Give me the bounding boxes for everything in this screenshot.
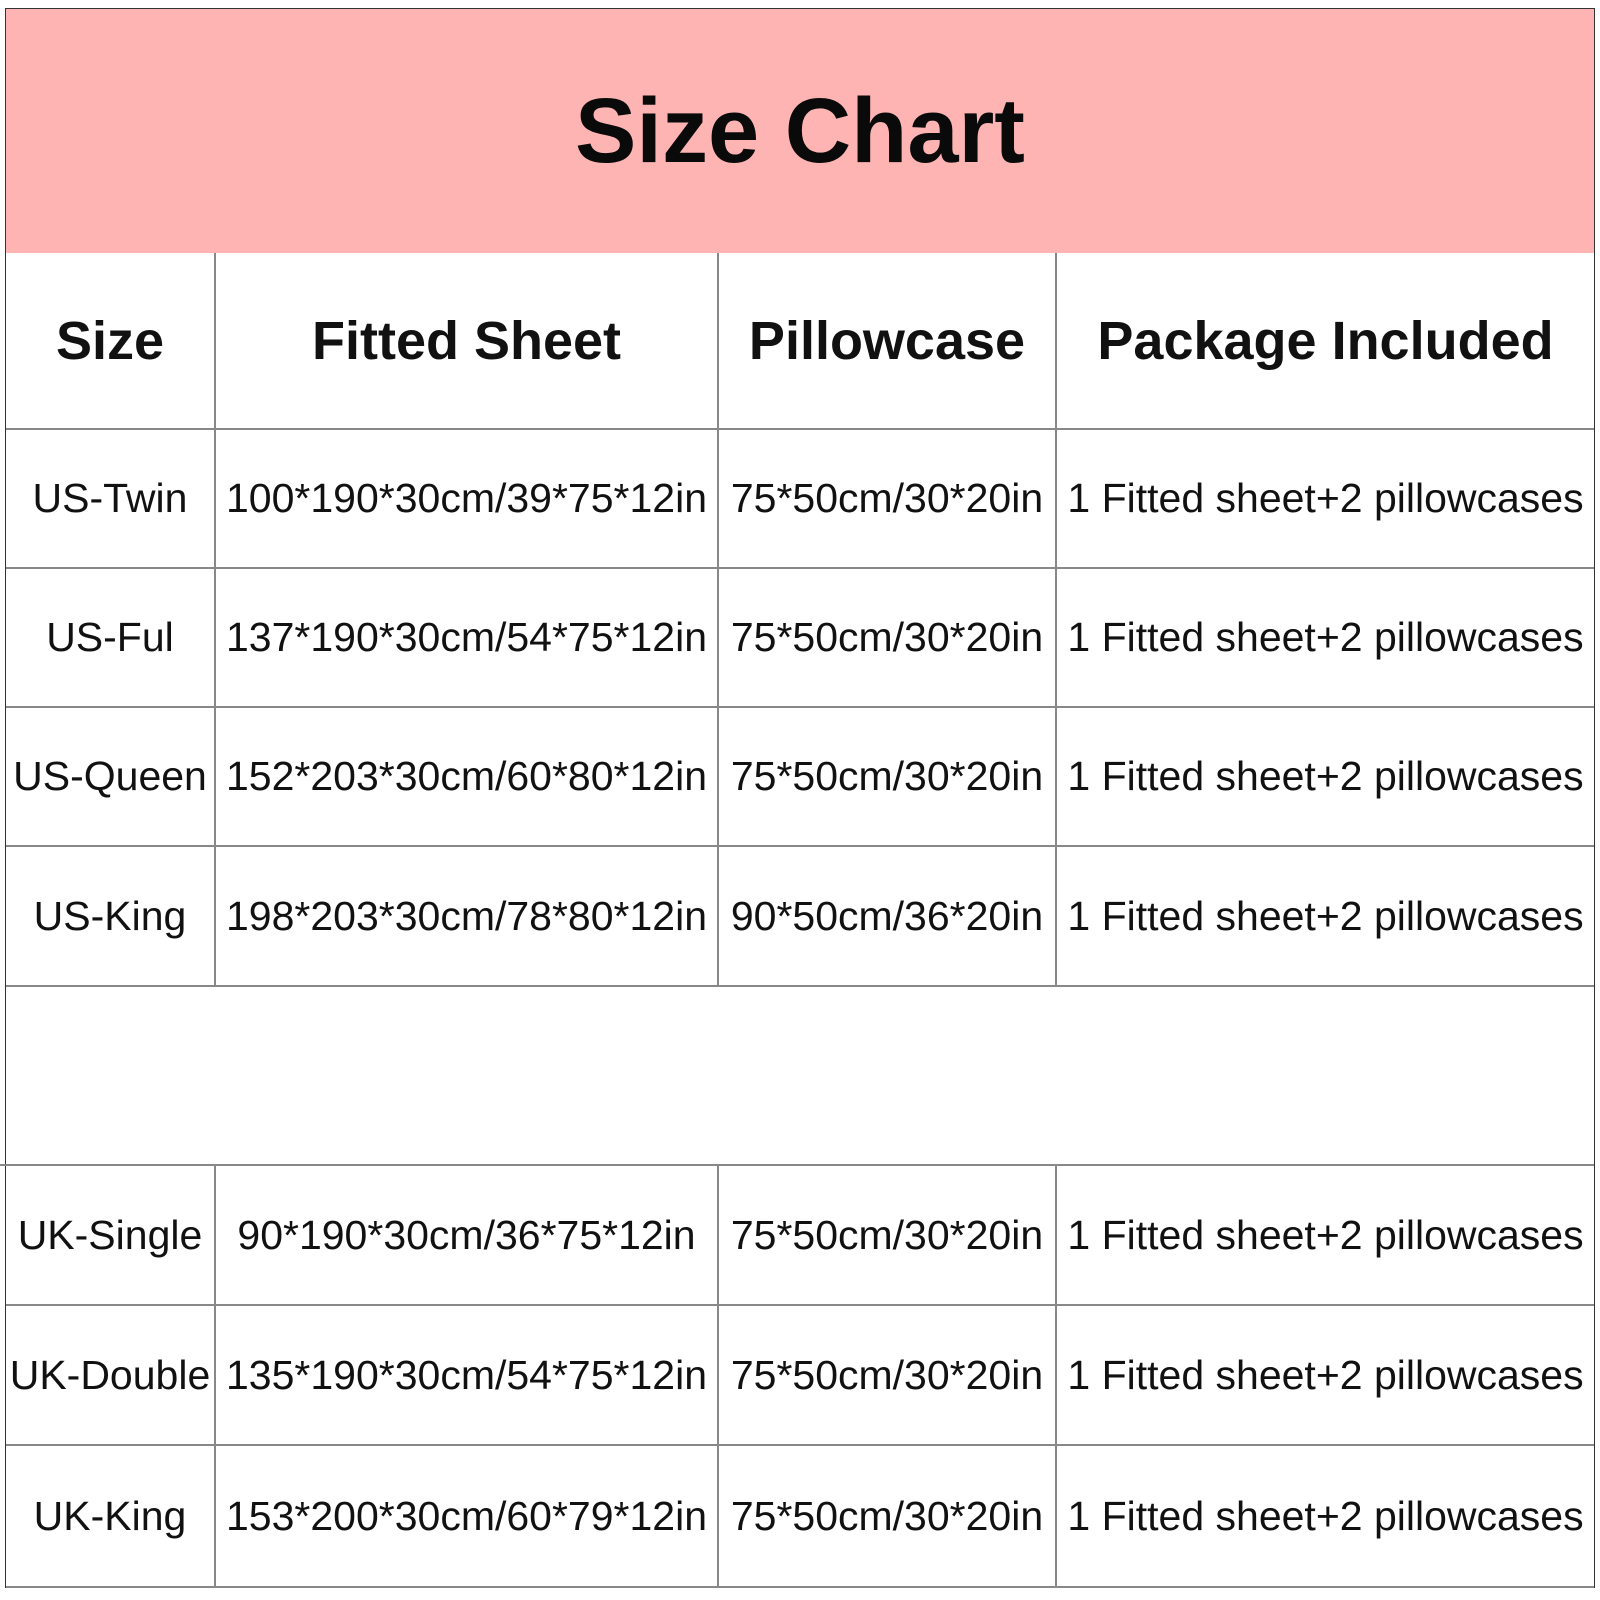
table-row: US-Ful 137*190*30cm/54*75*12in 75*50cm/30*…	[6, 569, 1594, 708]
cell-pillowcase: 75*50cm/30*20in	[719, 1306, 1057, 1444]
cell-fitted-sheet: 153*200*30cm/60*79*12in	[216, 1446, 719, 1586]
header-size: Size	[6, 253, 216, 428]
cell-pillowcase: 75*50cm/30*20in	[719, 569, 1057, 706]
section-spacer	[0, 987, 1594, 1166]
cell-size: US-Ful	[6, 569, 216, 706]
cell-pillowcase: 75*50cm/30*20in	[719, 430, 1057, 567]
table-row: UK-Single 90*190*30cm/36*75*12in 75*50cm/3…	[6, 1166, 1594, 1306]
cell-fitted-sheet: 137*190*30cm/54*75*12in	[216, 569, 719, 706]
table-row: US-King 198*203*30cm/78*80*12in 90*50cm/36…	[6, 847, 1594, 987]
cell-size: US-King	[6, 847, 216, 985]
table-row: US-Twin 100*190*30cm/39*75*12in 75*50cm/30…	[6, 430, 1594, 569]
cell-package: 1 Fitted sheet+2 pillowcases	[1067, 892, 1584, 939]
cell-package: 1 Fitted sheet+2 pillowcases	[1067, 614, 1584, 660]
page-title: Size Chart	[575, 79, 1025, 182]
cell-package: 1 Fitted sheet+2 pillowcases	[1067, 1351, 1584, 1398]
cell-fitted-sheet: 152*203*30cm/60*80*12in	[216, 708, 719, 845]
title-banner: Size Chart	[6, 9, 1594, 253]
cell-fitted-sheet: 135*190*30cm/54*75*12in	[216, 1306, 719, 1444]
cell-size: US-Queen	[6, 708, 216, 845]
cell-size: UK-Double	[6, 1306, 216, 1444]
cell-fitted-sheet: 90*190*30cm/36*75*12in	[216, 1166, 719, 1304]
cell-pillowcase: 90*50cm/36*20in	[719, 847, 1057, 985]
table-row: US-Queen 152*203*30cm/60*80*12in 75*50cm/3…	[6, 708, 1594, 847]
cell-size: UK-King	[6, 1446, 216, 1586]
table-row: UK-Double 135*190*30cm/54*75*12in 75*50cm/…	[6, 1306, 1594, 1446]
cell-package: 1 Fitted sheet+2 pillowcases	[1067, 475, 1584, 521]
header-pillowcase: Pillowcase	[719, 253, 1057, 428]
cell-pillowcase: 75*50cm/30*20in	[719, 1446, 1057, 1586]
cell-package: 1 Fitted sheet+2 pillowcases	[1067, 753, 1584, 799]
header-fitted-sheet: Fitted Sheet	[216, 253, 719, 428]
cell-pillowcase: 75*50cm/30*20in	[719, 1166, 1057, 1304]
table-row: UK-King 153*200*30cm/60*79*12in 75*50cm/30…	[6, 1446, 1594, 1588]
cell-size: US-Twin	[6, 430, 216, 567]
header-package: Package Included	[1097, 310, 1554, 371]
cell-package: 1 Fitted sheet+2 pillowcases	[1067, 1211, 1584, 1258]
cell-size: UK-Single	[6, 1166, 216, 1304]
header-row: Size Fitted Sheet Pillowcase Package Inc…	[6, 253, 1594, 430]
cell-fitted-sheet: 198*203*30cm/78*80*12in	[216, 847, 719, 985]
cell-package: 1 Fitted sheet+2 pillowcases	[1067, 1492, 1584, 1539]
cell-pillowcase: 75*50cm/30*20in	[719, 708, 1057, 845]
cell-fitted-sheet: 100*190*30cm/39*75*12in	[216, 430, 719, 567]
